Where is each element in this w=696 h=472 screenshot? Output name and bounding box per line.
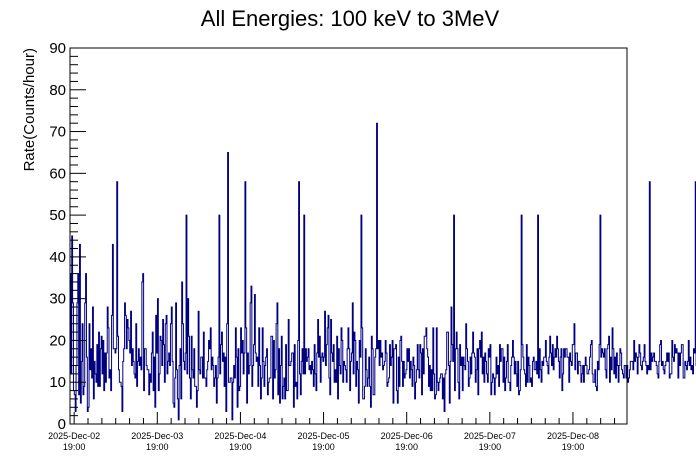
x-tick-date: 2025-Dec-04: [214, 431, 266, 441]
y-tick-label: 20: [49, 332, 66, 349]
y-tick-label: 10: [49, 374, 66, 391]
y-tick-label: 0: [58, 416, 66, 433]
x-tick-date: 2025-Dec-08: [547, 431, 599, 441]
y-tick-label: 80: [49, 82, 66, 99]
y-tick-label: 90: [49, 40, 66, 57]
y-tick-label: 40: [49, 249, 66, 266]
x-tick-time: 19:00: [146, 442, 169, 452]
y-tick-label: 60: [49, 165, 66, 182]
data-series-0: [69, 122, 696, 424]
plot-area: [69, 47, 696, 425]
x-tick-date: 2025-Dec-06: [381, 431, 433, 441]
y-axis-label: Rate(Counts/hour): [21, 48, 38, 171]
x-tick-time: 19:00: [63, 442, 86, 452]
y-tick-label: 30: [49, 291, 66, 308]
x-tick-time: 19:00: [562, 442, 585, 452]
y-tick-label: 50: [49, 207, 66, 224]
y-tick-label: 70: [49, 124, 66, 141]
x-tick-date: 2025-Dec-05: [298, 431, 350, 441]
x-tick-date: 2025-Dec-03: [131, 431, 183, 441]
x-tick-time: 19:00: [395, 442, 418, 452]
x-tick-time: 19:00: [229, 442, 252, 452]
y-axis: 0 10 20 30 40 50 60 70 80 90: [49, 40, 86, 433]
x-tick-date: 2025-Dec-07: [464, 431, 516, 441]
chart-title: All Energies: 100 keV to 3MeV: [201, 6, 500, 31]
plot-frame: [69, 47, 628, 425]
x-tick-time: 19:00: [312, 442, 335, 452]
x-tick-date: 2025-Dec-02: [48, 431, 100, 441]
x-axis: 2025-Dec-0219:002025-Dec-0319:002025-Dec…: [48, 412, 616, 452]
x-tick-time: 19:00: [479, 442, 502, 452]
